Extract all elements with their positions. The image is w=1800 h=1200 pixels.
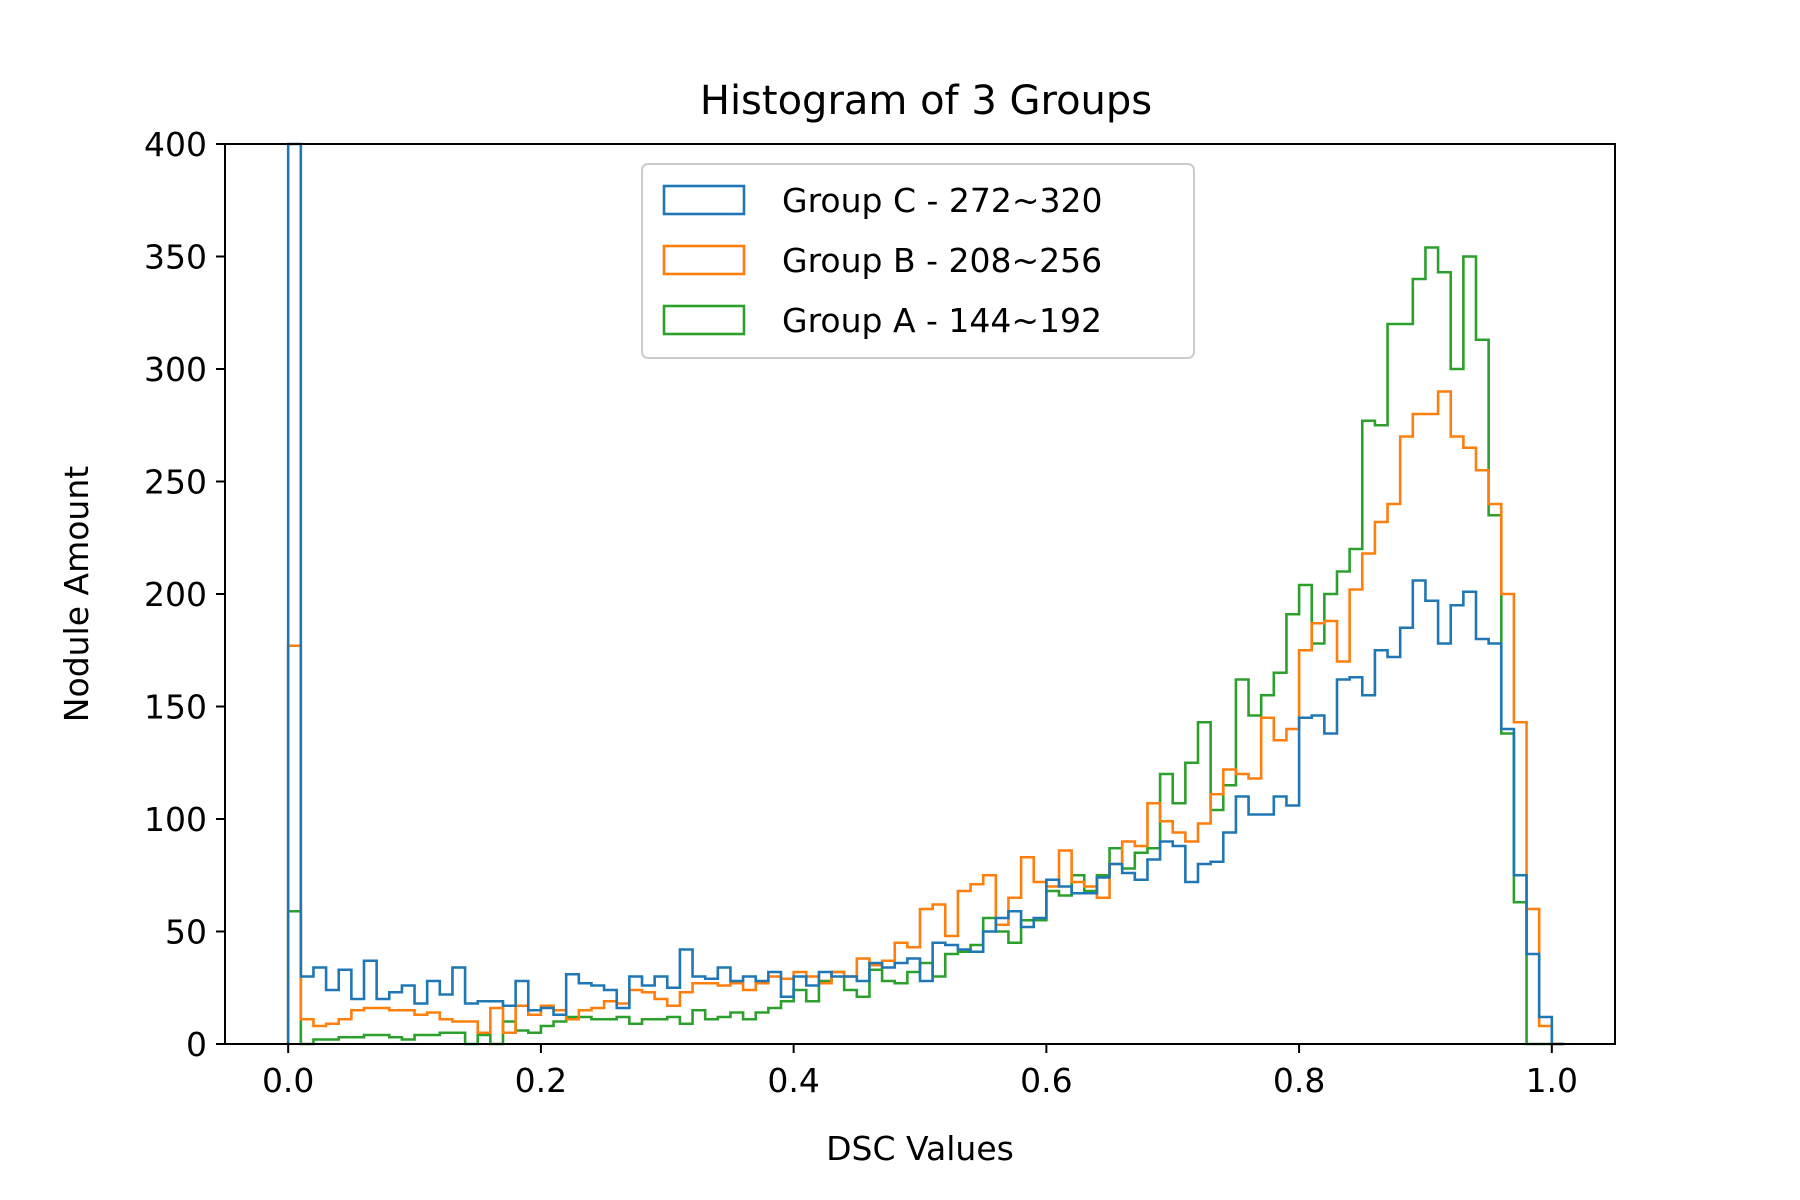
x-tick-label: 1.0 <box>1526 1061 1578 1100</box>
y-axis-label: Nodule Amount <box>57 466 96 722</box>
series-layer <box>286 142 1565 1046</box>
y-tick-label: 400 <box>144 125 207 164</box>
series-outline-2 <box>286 390 1565 1046</box>
y-tick-label: 50 <box>165 913 207 952</box>
x-tick-label: 0.8 <box>1273 1061 1325 1100</box>
x-axis-label: DSC Values <box>826 1129 1014 1168</box>
y-tick-label: 350 <box>144 238 207 277</box>
series-outline-1 <box>286 142 1565 1046</box>
legend-box <box>641 163 1195 359</box>
legend-label: Group C - 272~320 <box>782 181 1103 220</box>
chart-title: Histogram of 3 Groups <box>700 78 1152 124</box>
legend: Group C - 272~320 Group B - 208~256 Group … <box>641 163 1195 359</box>
y-tick-label: 150 <box>144 688 207 727</box>
y-tick-label: 0 <box>186 1025 207 1064</box>
x-tick-label: 0.6 <box>1020 1061 1072 1100</box>
y-tick-label: 200 <box>144 575 207 614</box>
legend-swatch <box>662 184 746 216</box>
legend-swatch <box>662 244 746 276</box>
x-tick-label: 0.2 <box>515 1061 567 1100</box>
y-tick-label: 300 <box>144 350 207 389</box>
legend-label: Group A - 144~192 <box>782 301 1102 340</box>
x-tick-label: 0.0 <box>262 1061 314 1100</box>
legend-label: Group B - 208~256 <box>782 241 1102 280</box>
x-axis-ticks: 0.0 0.2 0.4 0.6 0.8 1.0 <box>262 1044 1578 1100</box>
y-tick-label: 250 <box>144 463 207 502</box>
y-tick-label: 100 <box>144 800 207 839</box>
x-tick-label: 0.4 <box>767 1061 819 1100</box>
legend-swatch <box>662 304 746 336</box>
y-axis-ticks: 0 50 100 150 200 250 300 350 400 <box>144 125 225 1064</box>
series-outline-3 <box>286 246 1565 1046</box>
